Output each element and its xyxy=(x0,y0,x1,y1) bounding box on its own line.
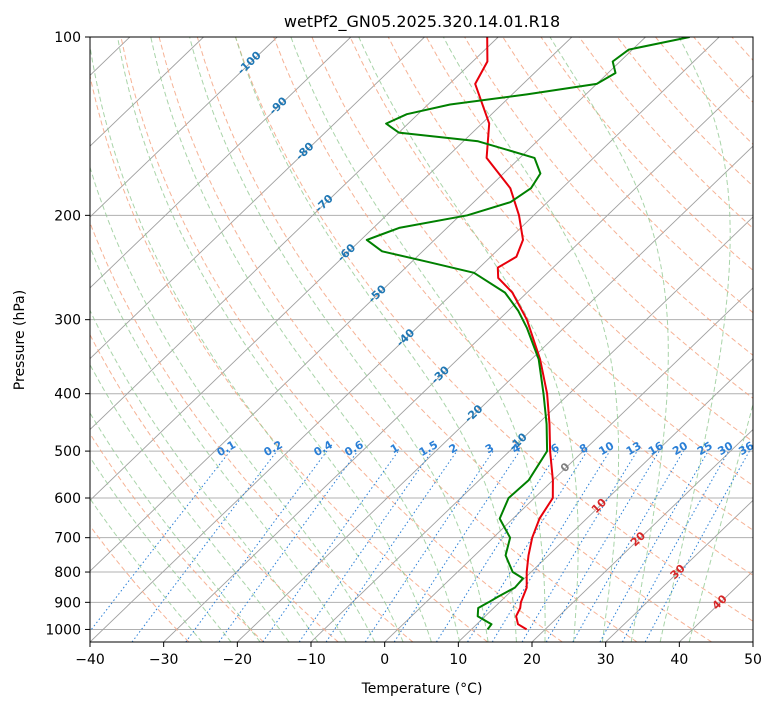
isotherm-line xyxy=(90,37,425,360)
dry-adiabat-line xyxy=(120,37,563,642)
mixing-ratio-line xyxy=(621,450,730,642)
moist-adiabat-line xyxy=(117,37,432,642)
moist-adiabat-line xyxy=(150,37,461,642)
mixing-ratio-line xyxy=(599,450,709,642)
x-axis-title: Temperature (°C) xyxy=(361,681,483,697)
isotherm-line xyxy=(90,37,278,218)
y-tick-label: 700 xyxy=(54,531,81,547)
moist-adiabat-line xyxy=(189,37,489,642)
isotherm-line xyxy=(531,428,753,642)
mixing-ratio-line xyxy=(644,450,750,642)
x-tick-label: −10 xyxy=(296,652,326,668)
moist-adiabat-line xyxy=(90,165,376,642)
x-tick-label: 50 xyxy=(744,652,762,668)
moist-adiabat-line xyxy=(90,411,261,642)
mixing-ratio-line xyxy=(218,450,359,642)
dewpoint-profile-line xyxy=(365,37,690,631)
mixing-ratio-line xyxy=(325,450,458,642)
mixing-ratio-line xyxy=(393,450,521,642)
temperature-profile-line xyxy=(474,37,554,631)
isotherm-line xyxy=(310,216,753,642)
y-tick-label: 300 xyxy=(54,313,81,329)
x-tick-label: 10 xyxy=(449,652,467,668)
mixing-ratio-line xyxy=(491,450,611,642)
moist-adiabat-line xyxy=(90,245,347,642)
isotherm-line xyxy=(605,499,753,642)
isotherm-line xyxy=(458,358,753,642)
isotherm-line xyxy=(237,145,753,642)
x-tick-label: 30 xyxy=(597,652,615,668)
isotherm-line xyxy=(90,37,573,501)
moist-adiabat-line xyxy=(688,402,753,642)
dry-adiabat-line xyxy=(387,37,753,443)
chart-title: wetPf2_GN05.2025.320.14.01.R18 xyxy=(284,12,560,32)
moist-adiabat-line xyxy=(442,37,620,642)
moist-adiabat-line xyxy=(290,37,546,642)
dry-adiabat-line xyxy=(90,221,414,642)
moist-adiabat-line xyxy=(90,309,319,642)
isotherm-line xyxy=(90,37,499,431)
x-tick-label: 40 xyxy=(670,652,688,668)
x-tick-label: 20 xyxy=(523,652,541,668)
moist-adiabat-line xyxy=(659,37,731,642)
moist-adiabat-line xyxy=(90,456,232,642)
y-tick-label: 500 xyxy=(54,444,81,460)
isotherm-line xyxy=(90,37,204,147)
mixing-ratio-line xyxy=(364,450,494,642)
y-tick-label: 1000 xyxy=(45,622,81,638)
x-tick-label: −20 xyxy=(223,652,253,668)
y-tick-label: 900 xyxy=(54,595,81,611)
dry-adiabat-line xyxy=(196,37,712,642)
plot-frame xyxy=(89,36,754,643)
dry-adiabat-line xyxy=(90,73,488,642)
moist-adiabat-line xyxy=(235,37,517,642)
moist-adiabat-line xyxy=(549,37,669,642)
y-tick-label: 600 xyxy=(54,491,81,507)
dry-adiabat-line xyxy=(273,37,753,576)
isotherm-line xyxy=(163,74,753,642)
dry-adiabat-line xyxy=(464,37,753,356)
dry-adiabat-line xyxy=(502,37,753,314)
isotherm-line xyxy=(90,37,352,289)
dry-adiabat-line xyxy=(90,432,264,642)
y-tick-label: 200 xyxy=(54,208,81,224)
mixing-ratio-line xyxy=(262,450,399,642)
y-axis-title: Pressure (hPa) xyxy=(12,290,28,390)
x-tick-label: −30 xyxy=(149,652,179,668)
y-tick-label: 400 xyxy=(54,387,81,403)
mixing-ratio-line xyxy=(131,450,278,642)
mixing-ratio-line xyxy=(435,450,559,642)
mixing-ratio-line xyxy=(185,450,328,642)
moist-adiabat-line xyxy=(90,363,290,642)
x-tick-label: 0 xyxy=(380,652,389,668)
y-tick-label: 800 xyxy=(54,565,81,581)
moist-adiabat-line xyxy=(358,37,579,642)
mixing-ratio-line xyxy=(298,450,433,642)
dry-adiabat-line xyxy=(90,524,190,642)
x-tick-label: −40 xyxy=(75,652,105,668)
isotherm-line xyxy=(90,37,720,642)
isotherm-line xyxy=(384,287,753,642)
dry-adiabat-line xyxy=(311,37,753,531)
y-tick-label: 100 xyxy=(54,30,81,46)
